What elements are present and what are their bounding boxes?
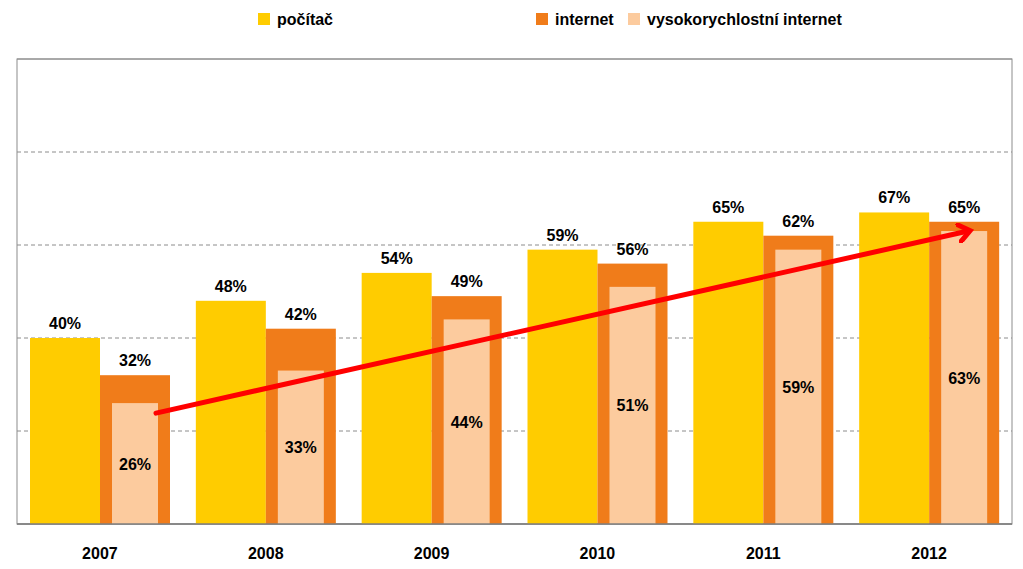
data-label: 62% <box>782 213 814 230</box>
bar <box>266 329 336 524</box>
data-label: 42% <box>285 306 317 323</box>
data-label: 26% <box>119 456 151 473</box>
bar <box>929 222 999 524</box>
grid-line <box>17 524 1012 525</box>
data-label: 40% <box>49 315 81 332</box>
data-label: 54% <box>381 250 413 267</box>
data-label: 48% <box>215 278 247 295</box>
legend: počítač internet vysokorychlostní internet <box>258 11 842 28</box>
x-tick-label: 2011 <box>746 545 781 562</box>
x-tick-label: 2012 <box>911 545 947 562</box>
bar <box>610 287 656 524</box>
legend-swatch <box>628 13 640 25</box>
data-label: 59% <box>782 379 814 396</box>
data-labels: 40% 32% 26% 48% 42% 33% 54% 49% 44% 59% 56% 51% 65% 6… <box>49 189 980 472</box>
legend-swatch <box>258 13 270 25</box>
bar <box>100 375 170 524</box>
data-label: 49% <box>451 273 483 290</box>
x-tick-label: 2007 <box>82 545 118 562</box>
bar <box>444 319 490 524</box>
bar <box>30 338 100 524</box>
data-label: 63% <box>948 370 980 387</box>
legend-label: vysokorychlostní internet <box>647 11 842 28</box>
bar <box>196 301 266 524</box>
bar <box>432 296 502 524</box>
grid-line <box>17 152 1012 153</box>
bar <box>693 222 763 524</box>
bar <box>859 212 929 524</box>
x-axis <box>17 523 1012 525</box>
bar <box>112 403 158 524</box>
bars <box>30 212 999 524</box>
bar <box>278 371 324 524</box>
bar <box>528 250 598 524</box>
data-label: 65% <box>712 199 744 216</box>
data-label: 67% <box>878 189 910 206</box>
plot-frame <box>17 59 1012 524</box>
bar <box>763 236 833 524</box>
bar <box>362 273 432 524</box>
data-label: 59% <box>546 227 578 244</box>
x-tick-label: 2008 <box>248 545 284 562</box>
data-label: 65% <box>948 199 980 216</box>
data-label: 51% <box>616 397 648 414</box>
legend-label: internet <box>555 11 614 28</box>
grid-line <box>17 59 1012 60</box>
x-tick-label: 2009 <box>414 545 450 562</box>
data-label: 33% <box>285 439 317 456</box>
chart: 40% 32% 26% 48% 42% 33% 54% 49% 44% 59% 56% 51% 65% 6… <box>0 0 1023 569</box>
legend-label: počítač <box>277 11 333 28</box>
data-label: 56% <box>616 241 648 258</box>
bar <box>775 250 821 524</box>
data-label: 44% <box>451 414 483 431</box>
bar <box>941 231 987 524</box>
trend-arrow <box>156 231 968 413</box>
data-label: 32% <box>119 352 151 369</box>
x-tick-label: 2010 <box>580 545 616 562</box>
legend-swatch <box>536 13 548 25</box>
